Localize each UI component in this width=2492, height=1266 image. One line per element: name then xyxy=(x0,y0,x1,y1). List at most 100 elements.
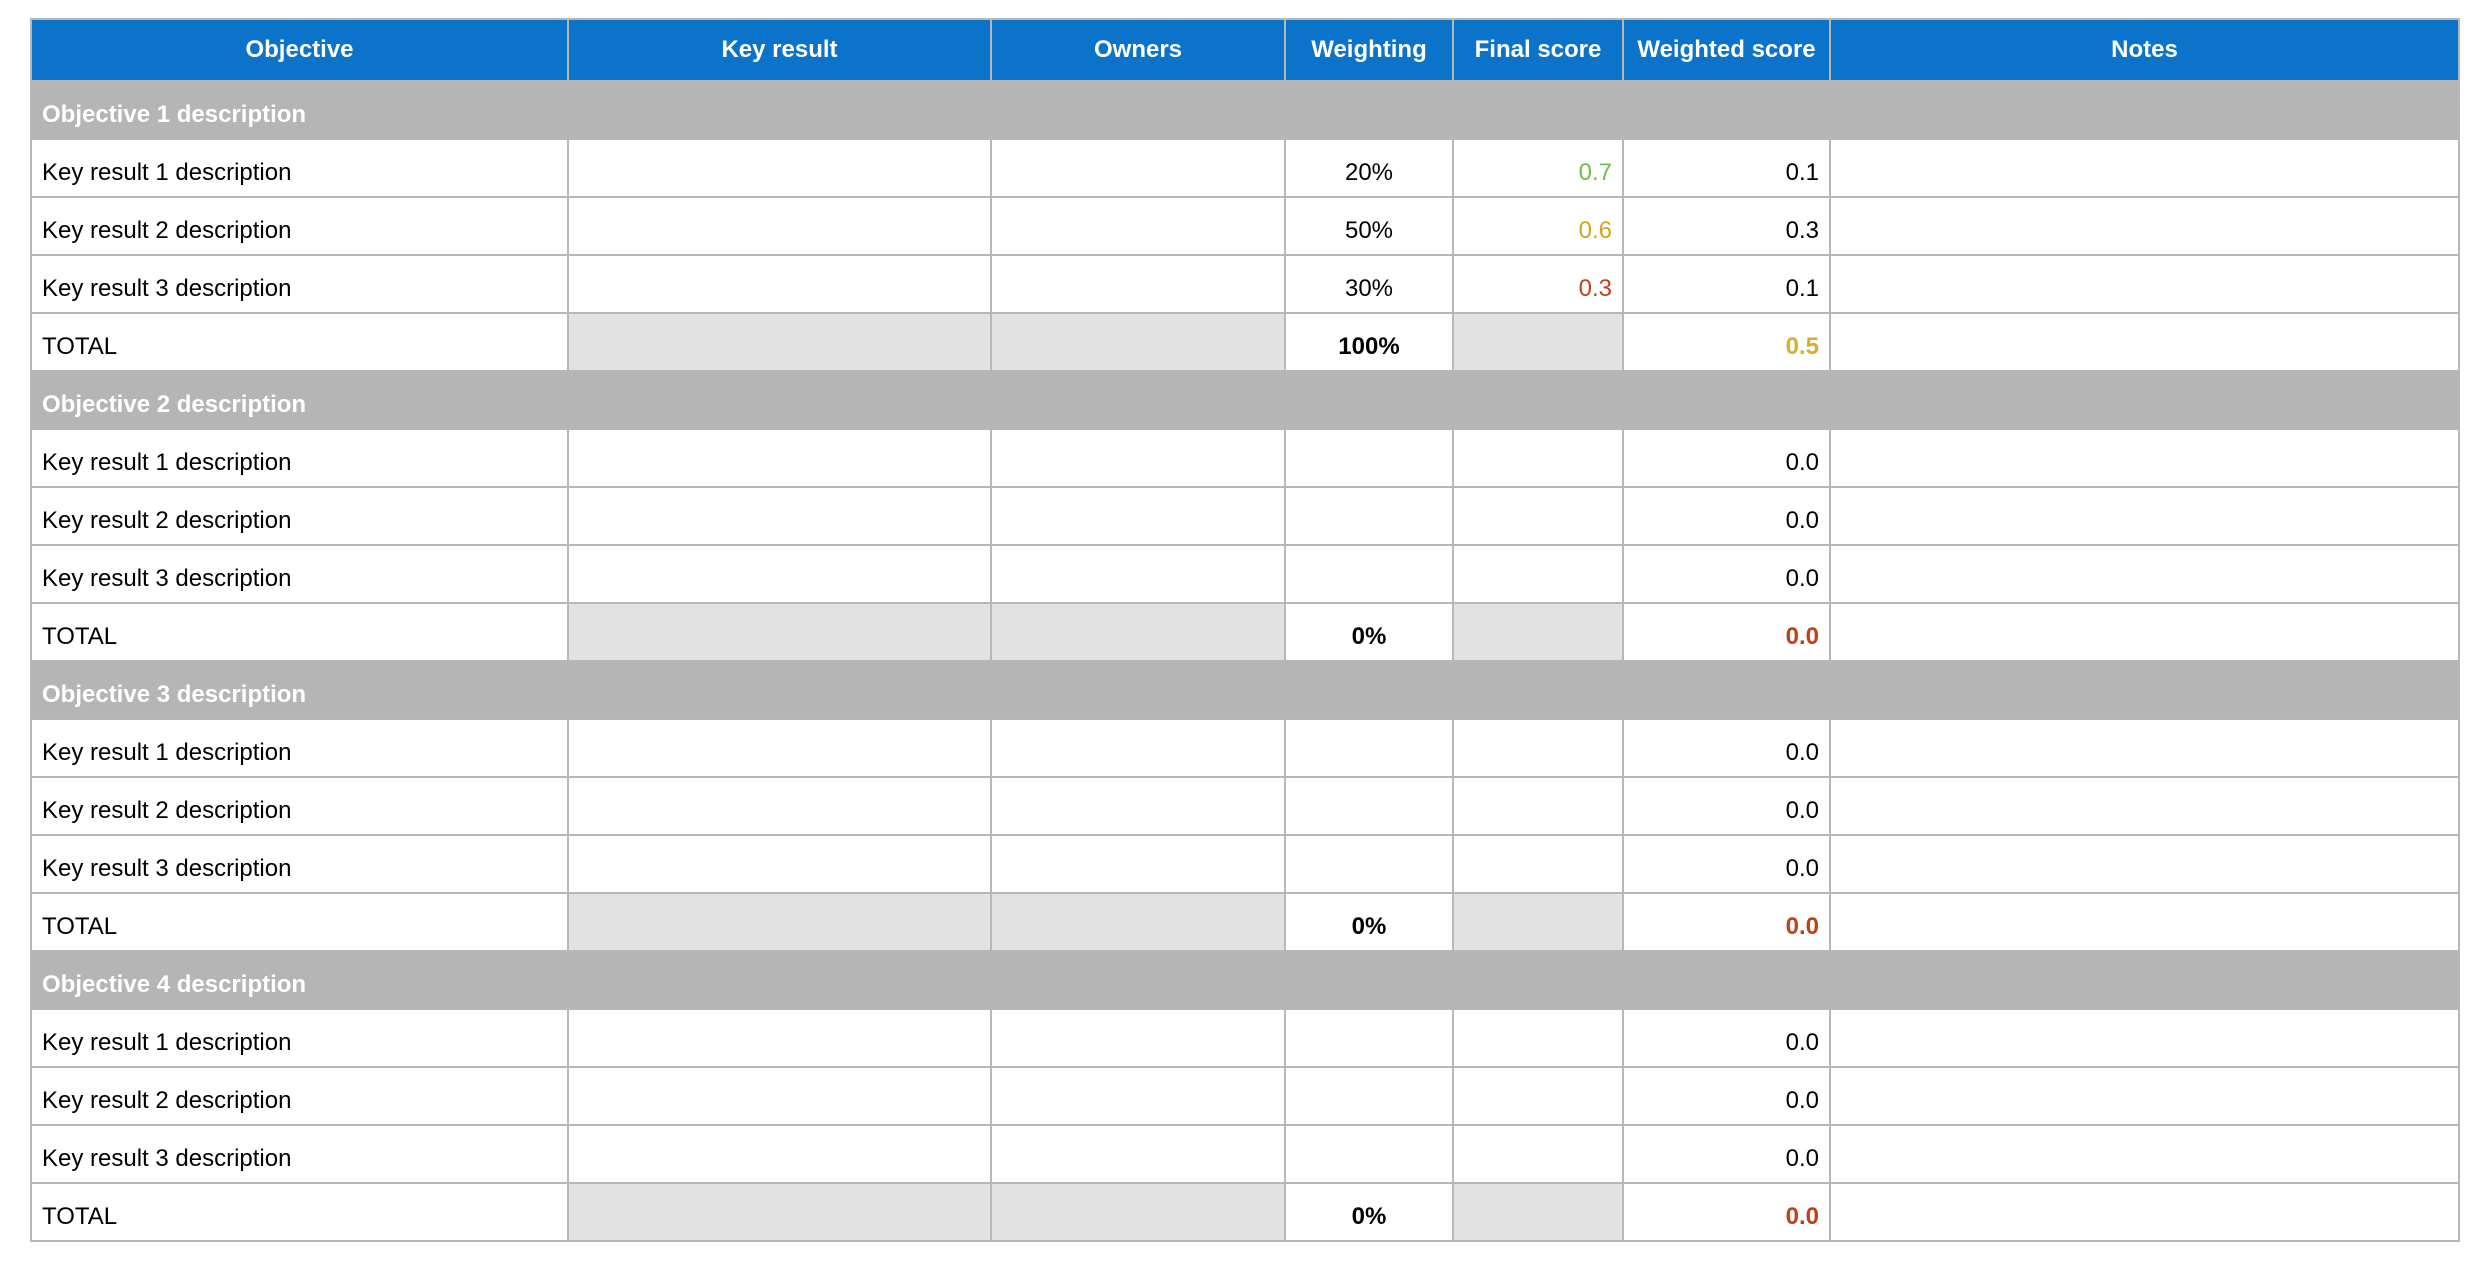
objective-1-title-cell[interactable]: Objective 1 description xyxy=(30,80,2460,140)
cell-weighting[interactable] xyxy=(1284,1066,1454,1126)
cell-final-score[interactable]: 0.3 xyxy=(1452,254,1624,314)
cell-owners[interactable] xyxy=(990,138,1286,198)
cell-total-final-score[interactable] xyxy=(1452,892,1624,952)
col-header-owners[interactable]: Owners xyxy=(990,18,1286,82)
cell-owners[interactable] xyxy=(990,1124,1286,1184)
cell-total-key-result[interactable] xyxy=(567,312,992,372)
cell-total-weighting[interactable]: 0% xyxy=(1284,602,1454,662)
cell-key-result-label[interactable]: Key result 3 description xyxy=(30,1124,569,1184)
cell-key-result-label[interactable]: Key result 2 description xyxy=(30,486,569,546)
cell-total-label[interactable]: TOTAL xyxy=(30,892,569,952)
col-header-weighted-score[interactable]: Weighted score xyxy=(1622,18,1831,82)
objective-4-title-cell[interactable]: Objective 4 description xyxy=(30,950,2460,1010)
cell-notes[interactable] xyxy=(1829,776,2460,836)
cell-key-result[interactable] xyxy=(567,196,992,256)
cell-total-label[interactable]: TOTAL xyxy=(30,1182,569,1242)
cell-weighting[interactable] xyxy=(1284,1124,1454,1184)
cell-weighted-score[interactable]: 0.0 xyxy=(1622,486,1831,546)
cell-total-label[interactable]: TOTAL xyxy=(30,312,569,372)
cell-total-final-score[interactable] xyxy=(1452,602,1624,662)
cell-total-weighted-score[interactable]: 0.0 xyxy=(1622,602,1831,662)
cell-total-notes[interactable] xyxy=(1829,602,2460,662)
cell-key-result[interactable] xyxy=(567,428,992,488)
cell-notes[interactable] xyxy=(1829,486,2460,546)
cell-key-result-label[interactable]: Key result 1 description xyxy=(30,1008,569,1068)
cell-key-result-label[interactable]: Key result 3 description xyxy=(30,254,569,314)
cell-key-result[interactable] xyxy=(567,138,992,198)
cell-weighted-score[interactable]: 0.1 xyxy=(1622,254,1831,314)
cell-total-weighted-score[interactable]: 0.5 xyxy=(1622,312,1831,372)
cell-key-result[interactable] xyxy=(567,834,992,894)
cell-final-score[interactable] xyxy=(1452,834,1624,894)
cell-total-weighted-score[interactable]: 0.0 xyxy=(1622,1182,1831,1242)
cell-key-result[interactable] xyxy=(567,1008,992,1068)
cell-final-score[interactable] xyxy=(1452,1124,1624,1184)
cell-total-weighted-score[interactable]: 0.0 xyxy=(1622,892,1831,952)
cell-total-owners[interactable] xyxy=(990,892,1286,952)
col-header-objective[interactable]: Objective xyxy=(30,18,569,82)
cell-key-result[interactable] xyxy=(567,544,992,604)
cell-key-result-label[interactable]: Key result 1 description xyxy=(30,138,569,198)
cell-owners[interactable] xyxy=(990,718,1286,778)
cell-owners[interactable] xyxy=(990,1008,1286,1068)
cell-final-score[interactable] xyxy=(1452,428,1624,488)
col-header-notes[interactable]: Notes xyxy=(1829,18,2460,82)
cell-weighted-score[interactable]: 0.0 xyxy=(1622,834,1831,894)
cell-weighting[interactable] xyxy=(1284,834,1454,894)
cell-weighted-score[interactable]: 0.0 xyxy=(1622,544,1831,604)
cell-weighting[interactable]: 20% xyxy=(1284,138,1454,198)
cell-weighted-score[interactable]: 0.1 xyxy=(1622,138,1831,198)
cell-final-score[interactable] xyxy=(1452,544,1624,604)
cell-final-score[interactable] xyxy=(1452,776,1624,836)
cell-final-score[interactable] xyxy=(1452,486,1624,546)
cell-total-weighting[interactable]: 100% xyxy=(1284,312,1454,372)
cell-key-result-label[interactable]: Key result 2 description xyxy=(30,1066,569,1126)
cell-weighted-score[interactable]: 0.0 xyxy=(1622,428,1831,488)
cell-notes[interactable] xyxy=(1829,138,2460,198)
cell-total-key-result[interactable] xyxy=(567,1182,992,1242)
objective-2-title-cell[interactable]: Objective 2 description xyxy=(30,370,2460,430)
cell-weighting[interactable] xyxy=(1284,428,1454,488)
cell-weighting[interactable] xyxy=(1284,544,1454,604)
cell-owners[interactable] xyxy=(990,834,1286,894)
cell-weighting[interactable]: 30% xyxy=(1284,254,1454,314)
cell-total-final-score[interactable] xyxy=(1452,312,1624,372)
cell-owners[interactable] xyxy=(990,486,1286,546)
cell-final-score[interactable] xyxy=(1452,1066,1624,1126)
cell-key-result[interactable] xyxy=(567,718,992,778)
cell-weighted-score[interactable]: 0.0 xyxy=(1622,1066,1831,1126)
cell-weighted-score[interactable]: 0.0 xyxy=(1622,1124,1831,1184)
cell-final-score[interactable]: 0.7 xyxy=(1452,138,1624,198)
cell-notes[interactable] xyxy=(1829,1124,2460,1184)
cell-notes[interactable] xyxy=(1829,428,2460,488)
cell-total-key-result[interactable] xyxy=(567,892,992,952)
cell-key-result-label[interactable]: Key result 1 description xyxy=(30,428,569,488)
cell-total-notes[interactable] xyxy=(1829,312,2460,372)
cell-weighting[interactable] xyxy=(1284,718,1454,778)
cell-total-owners[interactable] xyxy=(990,602,1286,662)
cell-owners[interactable] xyxy=(990,196,1286,256)
cell-notes[interactable] xyxy=(1829,196,2460,256)
col-header-weighting[interactable]: Weighting xyxy=(1284,18,1454,82)
col-header-key-result[interactable]: Key result xyxy=(567,18,992,82)
cell-key-result[interactable] xyxy=(567,486,992,546)
cell-total-key-result[interactable] xyxy=(567,602,992,662)
cell-key-result-label[interactable]: Key result 1 description xyxy=(30,718,569,778)
cell-owners[interactable] xyxy=(990,428,1286,488)
cell-key-result-label[interactable]: Key result 2 description xyxy=(30,776,569,836)
cell-owners[interactable] xyxy=(990,1066,1286,1126)
cell-total-owners[interactable] xyxy=(990,312,1286,372)
cell-notes[interactable] xyxy=(1829,834,2460,894)
cell-weighted-score[interactable]: 0.3 xyxy=(1622,196,1831,256)
cell-total-notes[interactable] xyxy=(1829,892,2460,952)
cell-notes[interactable] xyxy=(1829,544,2460,604)
cell-weighted-score[interactable]: 0.0 xyxy=(1622,1008,1831,1068)
cell-final-score[interactable] xyxy=(1452,1008,1624,1068)
cell-total-notes[interactable] xyxy=(1829,1182,2460,1242)
cell-owners[interactable] xyxy=(990,776,1286,836)
cell-total-owners[interactable] xyxy=(990,1182,1286,1242)
objective-3-title-cell[interactable]: Objective 3 description xyxy=(30,660,2460,720)
cell-key-result-label[interactable]: Key result 3 description xyxy=(30,544,569,604)
cell-total-final-score[interactable] xyxy=(1452,1182,1624,1242)
cell-weighting[interactable]: 50% xyxy=(1284,196,1454,256)
